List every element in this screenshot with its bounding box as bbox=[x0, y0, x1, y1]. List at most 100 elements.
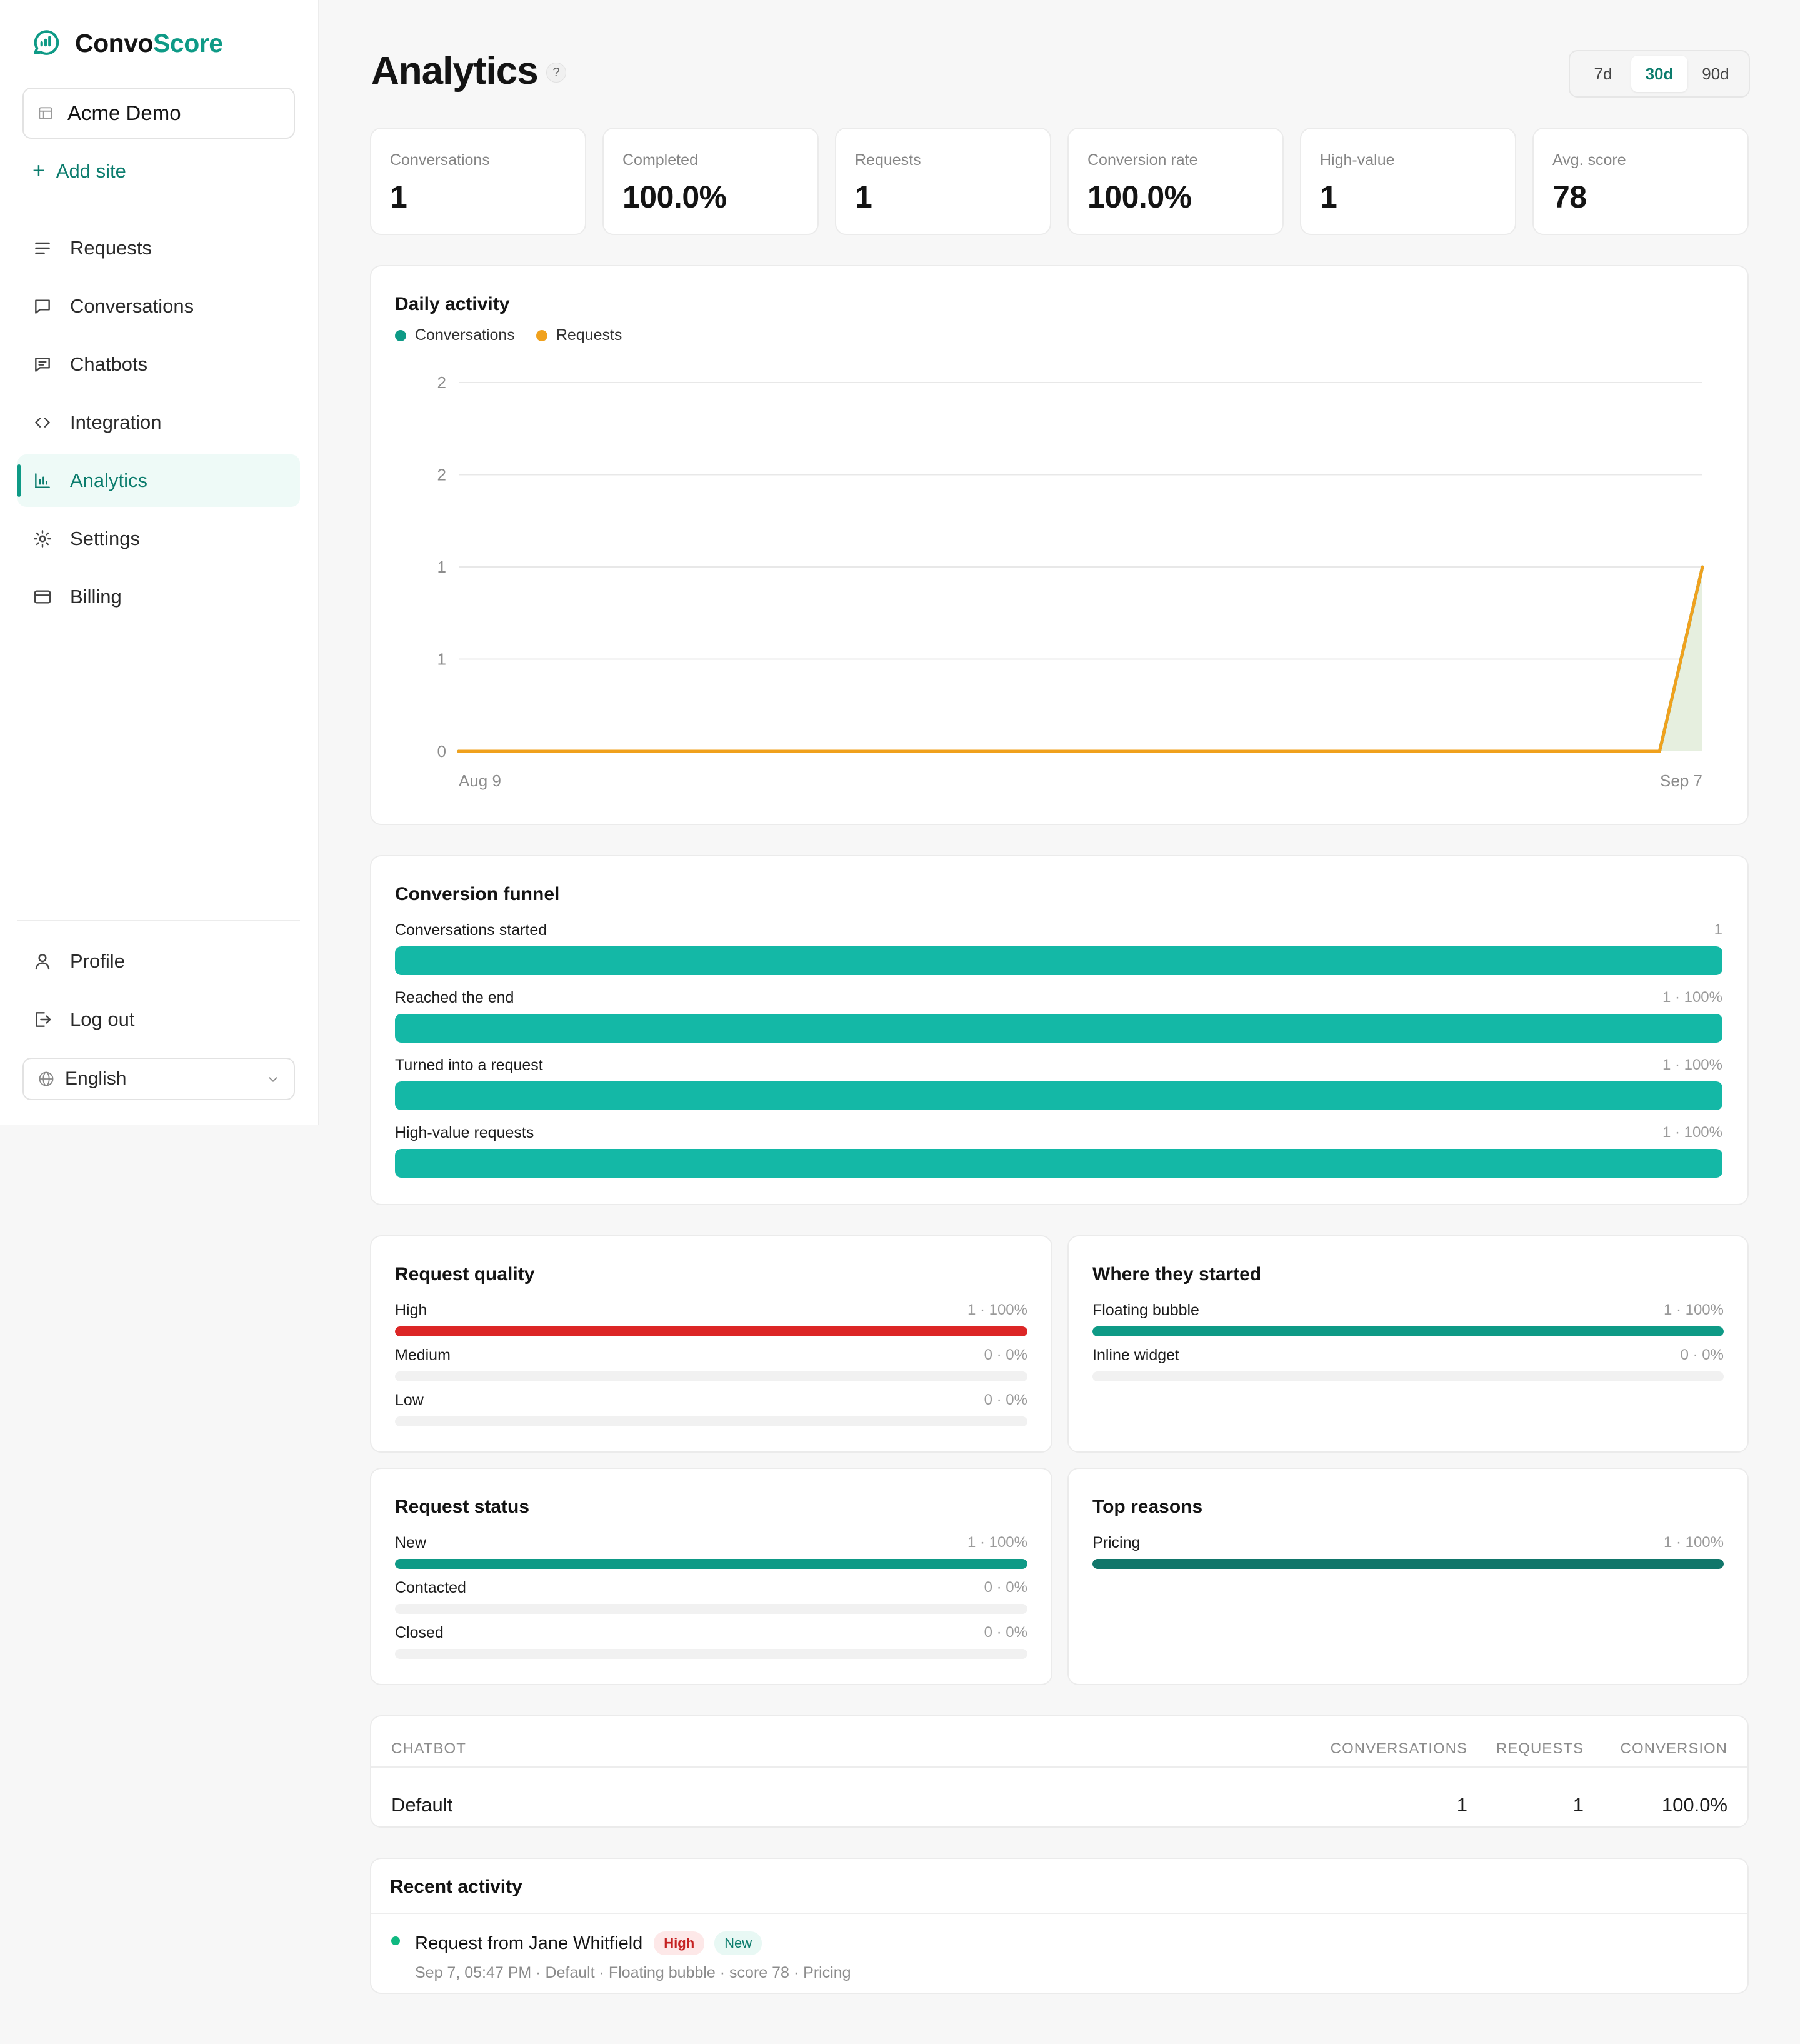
breakdown-count: 0 · 0% bbox=[984, 1624, 1028, 1641]
sidebar-item-requests[interactable]: Requests bbox=[18, 222, 300, 274]
y-tick-label: 0 bbox=[438, 742, 446, 761]
legend-item-conversations[interactable]: Conversations bbox=[395, 326, 515, 344]
globe-icon bbox=[39, 1071, 54, 1086]
recent-activity-card: Recent activity Request from Jane Whitfi… bbox=[370, 1858, 1749, 1994]
legend-label: Requests bbox=[556, 326, 622, 344]
funnel-step-count: 1 · 100% bbox=[1662, 1124, 1722, 1141]
range-7d-button[interactable]: 7d bbox=[1594, 64, 1612, 83]
sidebar-item-label: Chatbots bbox=[70, 353, 148, 375]
stat-value: 100.0% bbox=[1088, 179, 1192, 214]
breakdown-bar-fill bbox=[395, 1326, 1028, 1336]
sidebar-item-label: Conversations bbox=[70, 295, 194, 317]
funnel-step-count: 1 bbox=[1714, 921, 1722, 938]
breakdown-bar-track bbox=[395, 1604, 1028, 1614]
col-header-chatbot[interactable]: CHATBOT bbox=[391, 1740, 466, 1757]
brand-logo[interactable]: ConvoScore bbox=[30, 28, 223, 59]
where-started-title: Where they started bbox=[1092, 1264, 1262, 1285]
breakdown-row: Floating bubble 1 · 100% bbox=[1092, 1301, 1724, 1338]
breakdown-label: New bbox=[395, 1534, 427, 1551]
chat-icon bbox=[35, 299, 50, 314]
request-status-card: Request status New 1 · 100% Contacted 0 · 0… bbox=[370, 1468, 1052, 1685]
sidebar-item-analytics[interactable]: Analytics bbox=[18, 454, 300, 507]
breakdown-label: Floating bubble bbox=[1092, 1301, 1199, 1319]
cell-conversations: 1 bbox=[1456, 1794, 1468, 1816]
activity-meta: Sep 7, 05:47 PM · Default · Floating bub… bbox=[415, 1964, 851, 1981]
breakdown-row: Closed 0 · 0% bbox=[395, 1624, 1028, 1660]
help-icon[interactable]: ? bbox=[546, 63, 566, 83]
cell-chatbot: Default bbox=[391, 1794, 453, 1816]
y-tick-label: 1 bbox=[438, 558, 446, 576]
site-icon bbox=[39, 107, 52, 119]
site-selector[interactable]: Acme Demo bbox=[22, 88, 295, 139]
breakdown-bar-fill bbox=[1092, 1326, 1724, 1336]
funnel-row: High-value requests 1 · 100% bbox=[395, 1124, 1722, 1178]
sidebar-bottom-nav: Profile Log out bbox=[18, 935, 300, 1051]
sidebar-item-label: Log out bbox=[70, 1008, 135, 1030]
sidebar-item-integration[interactable]: Integration bbox=[18, 396, 300, 449]
add-site-button[interactable]: + Add site bbox=[32, 159, 126, 183]
funnel-bar-track bbox=[395, 1149, 1722, 1178]
breakdown-bar-fill bbox=[395, 1559, 1028, 1569]
breakdown-count: 1 · 100% bbox=[1663, 1301, 1724, 1318]
range-toggle: 7d 30d 90d bbox=[1569, 50, 1750, 98]
chatbot-table: CHATBOT CONVERSATIONS REQUESTS CONVERSIO… bbox=[370, 1715, 1749, 1828]
sidebar-item-conversations[interactable]: Conversations bbox=[18, 280, 300, 333]
range-30d-button[interactable]: 30d bbox=[1631, 56, 1688, 92]
sidebar-item-billing[interactable]: Billing bbox=[18, 571, 300, 623]
sidebar-item-label: Analytics bbox=[70, 469, 148, 491]
bar-chart-icon bbox=[35, 473, 50, 488]
recent-activity-divider bbox=[371, 1913, 1748, 1914]
sidebar-item-chatbots[interactable]: Chatbots bbox=[18, 338, 300, 391]
breakdown-bar-track bbox=[395, 1416, 1028, 1426]
col-header-requests[interactable]: REQUESTS bbox=[1496, 1740, 1584, 1757]
status-dot bbox=[391, 1936, 400, 1945]
add-site-label: Add site bbox=[56, 159, 126, 182]
chat-chart-logo-icon bbox=[34, 30, 59, 55]
list-icon bbox=[35, 242, 50, 254]
sidebar-item-profile[interactable]: Profile bbox=[18, 935, 300, 988]
stat-card-high-value: High-value 1 bbox=[1300, 128, 1516, 235]
brand-name: ConvoScore bbox=[75, 29, 223, 58]
conversion-funnel-card: Conversion funnel Conversations started 1… bbox=[370, 855, 1749, 1205]
funnel-row: Conversations started 1 bbox=[395, 921, 1722, 975]
legend-dot bbox=[395, 329, 406, 341]
stat-label: Completed bbox=[622, 151, 698, 169]
site-name: Acme Demo bbox=[68, 101, 181, 124]
x-tick-label: Sep 7 bbox=[1660, 771, 1702, 790]
stat-value: 1 bbox=[390, 179, 408, 214]
sidebar-nav: Requests Conversations Chatbots Integrat… bbox=[18, 222, 300, 629]
stat-card-avg-score: Avg. score 78 bbox=[1532, 128, 1749, 235]
breakdown-bar-fill bbox=[1092, 1559, 1724, 1569]
legend-item-requests[interactable]: Requests bbox=[536, 326, 622, 344]
breakdown-label: Contacted bbox=[395, 1579, 466, 1596]
language-selector[interactable]: English bbox=[22, 1058, 295, 1100]
y-tick-label: 1 bbox=[438, 650, 446, 669]
range-90d-button[interactable]: 90d bbox=[1702, 64, 1729, 83]
sidebar-item-label: Integration bbox=[70, 411, 162, 433]
stat-label: Requests bbox=[855, 151, 921, 169]
funnel-bar-fill bbox=[395, 1014, 1722, 1043]
status-badge: New bbox=[714, 1931, 762, 1955]
stat-value: 78 bbox=[1552, 179, 1587, 214]
breakdown-count: 0 · 0% bbox=[984, 1391, 1028, 1408]
breakdown-count: 0 · 0% bbox=[984, 1579, 1028, 1596]
breakdown-row: Contacted 0 · 0% bbox=[395, 1579, 1028, 1615]
daily-activity-card: Daily activity Conversations Requests 0 1… bbox=[370, 265, 1749, 825]
col-header-conversion[interactable]: CONVERSION bbox=[1620, 1740, 1728, 1757]
sidebar: ConvoScore Acme Demo + Add site Requests… bbox=[0, 0, 319, 1125]
sidebar-item-logout[interactable]: Log out bbox=[18, 993, 300, 1046]
breakdown-bar-track bbox=[395, 1326, 1028, 1336]
breakdown-count: 1 · 100% bbox=[967, 1534, 1028, 1551]
recent-activity-title: Recent activity bbox=[390, 1876, 522, 1897]
stat-value: 1 bbox=[1320, 179, 1338, 214]
legend-dot bbox=[536, 329, 548, 341]
col-header-conversations[interactable]: CONVERSATIONS bbox=[1330, 1740, 1468, 1757]
sidebar-item-settings[interactable]: Settings bbox=[18, 513, 300, 565]
cell-conversion: 100.0% bbox=[1661, 1794, 1728, 1816]
brand-name-part1: Convo bbox=[75, 28, 154, 58]
priority-badge: High bbox=[654, 1931, 705, 1955]
breakdown-count: 1 · 100% bbox=[967, 1301, 1028, 1318]
activity-title[interactable]: Request from Jane Whitfield bbox=[415, 1933, 643, 1953]
breakdown-bar-track bbox=[1092, 1371, 1724, 1381]
stat-value: 1 bbox=[855, 179, 872, 214]
